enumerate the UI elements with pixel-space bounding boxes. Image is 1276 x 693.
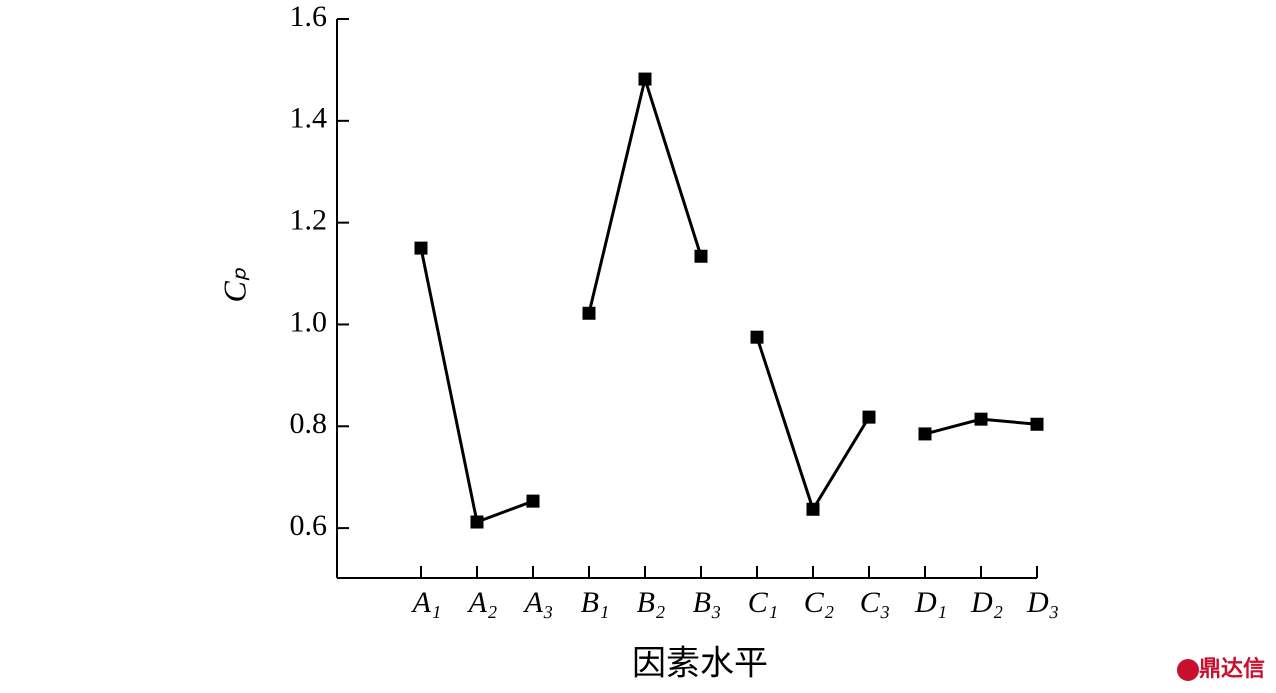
- marker: [526, 494, 540, 508]
- y-tick-label: 0.6: [290, 509, 328, 542]
- y-tick-label: 1.4: [290, 102, 328, 135]
- marker: [918, 427, 932, 441]
- series-line: [755, 336, 871, 513]
- x-tick-label: C₁: [748, 586, 778, 619]
- x-tick-label: A₂: [467, 586, 498, 619]
- series-line: [587, 73, 703, 314]
- x-axis-label: 因素水平: [632, 644, 768, 684]
- series-line: [419, 247, 534, 525]
- y-tick-label: 0.8: [290, 407, 328, 440]
- y-tick-label: 1.6: [290, 0, 328, 33]
- marker: [750, 330, 764, 344]
- x-tick-label: B₂: [637, 586, 666, 619]
- y-tick-label: 1.2: [290, 204, 328, 237]
- marker: [414, 241, 428, 255]
- x-tick-label: C₂: [804, 586, 834, 619]
- x-tick-label: B₁: [581, 586, 610, 619]
- marker: [638, 72, 652, 86]
- x-tick-label: D₃: [1026, 586, 1059, 619]
- marker: [974, 412, 988, 426]
- watermark-logo: [1177, 659, 1199, 681]
- x-tick-label: A₃: [523, 586, 554, 619]
- y-axis-label: Cₚ: [216, 267, 252, 302]
- marker: [1030, 417, 1044, 431]
- x-tick-label: C₃: [860, 586, 890, 619]
- x-tick-label: A₁: [411, 586, 442, 619]
- watermark: 鼎达信: [1199, 656, 1265, 682]
- y-tick-label: 1.0: [290, 305, 328, 338]
- marker: [862, 410, 876, 424]
- marker: [582, 306, 596, 320]
- x-tick-label: D₁: [914, 586, 947, 619]
- x-tick-label: D₂: [970, 586, 1003, 619]
- marker: [694, 249, 708, 263]
- x-tick-label: B₃: [693, 586, 722, 619]
- marker: [470, 515, 484, 529]
- marker: [806, 502, 820, 516]
